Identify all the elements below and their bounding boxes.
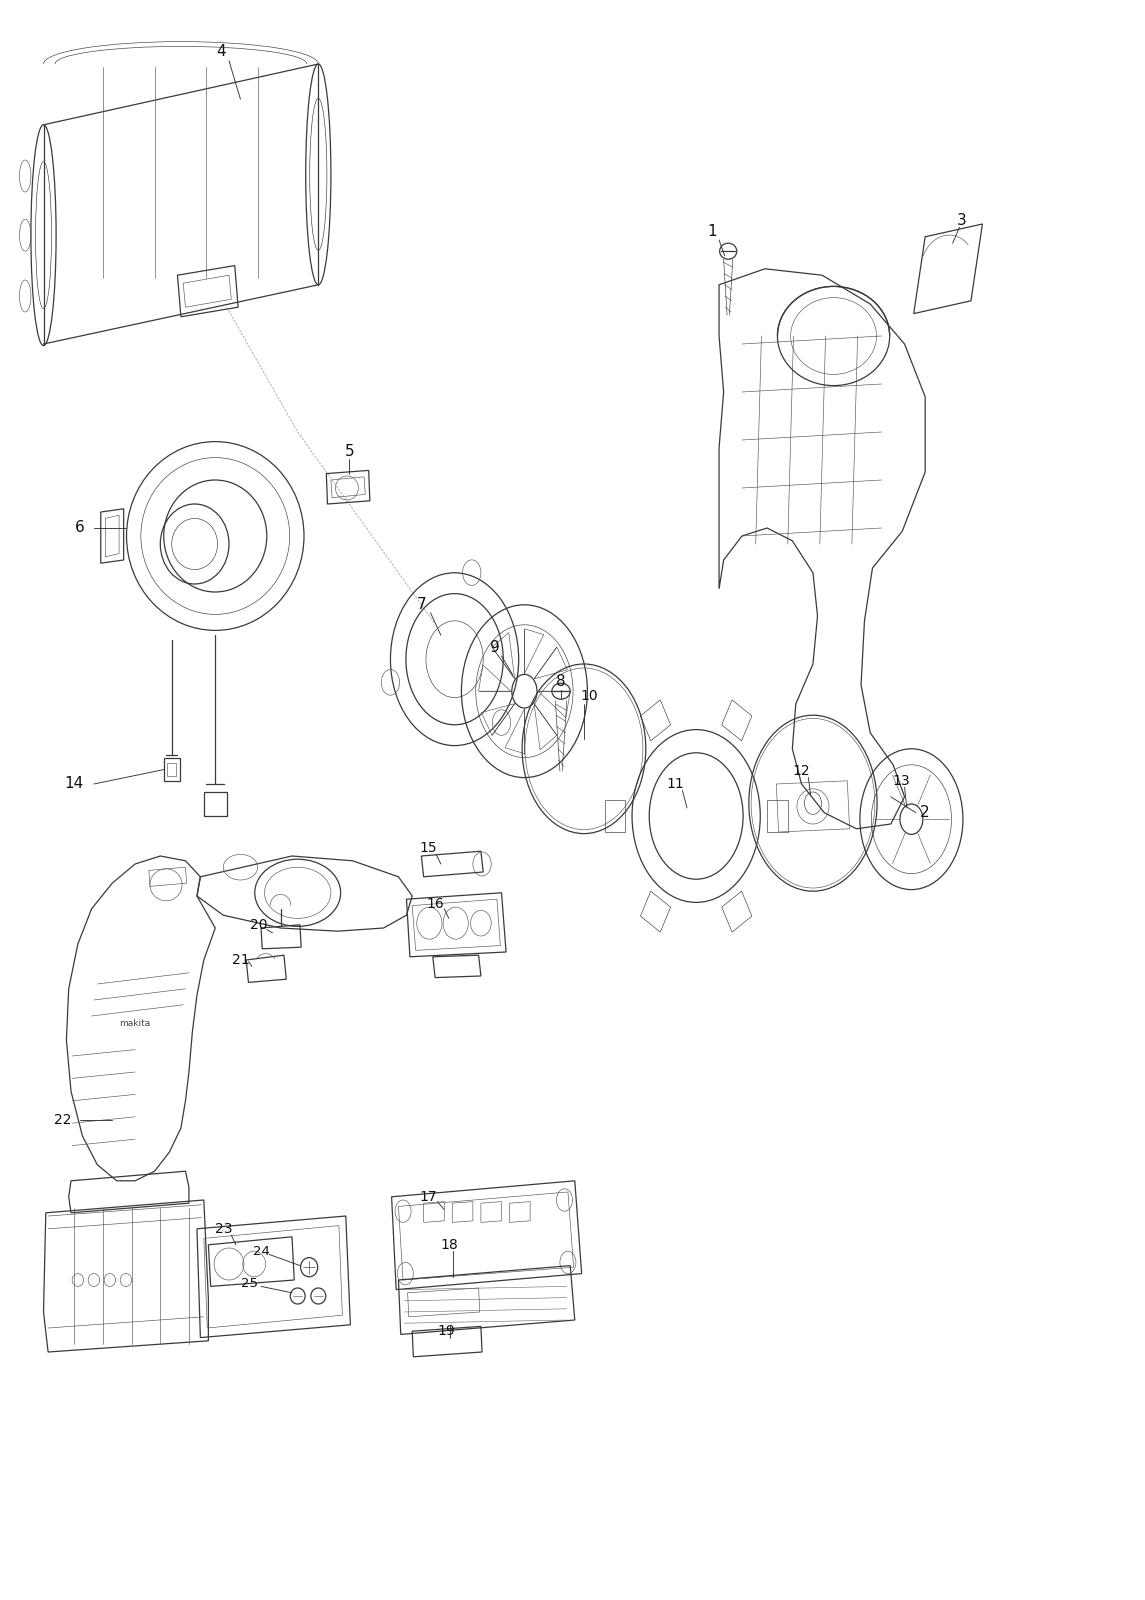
Text: 6: 6 (76, 520, 85, 536)
Text: 10: 10 (581, 690, 599, 702)
Text: 7: 7 (417, 597, 426, 613)
Text: 8: 8 (556, 674, 566, 690)
Text: 19: 19 (437, 1325, 456, 1338)
Text: 16: 16 (426, 898, 444, 910)
Text: 12: 12 (792, 765, 811, 778)
Text: 5: 5 (345, 443, 354, 459)
Text: 4: 4 (216, 43, 226, 59)
Text: 13: 13 (892, 774, 910, 787)
Text: 9: 9 (490, 640, 499, 656)
Text: 23: 23 (214, 1222, 232, 1235)
Text: 3: 3 (957, 213, 966, 229)
Text: makita: makita (119, 1019, 151, 1029)
Text: 2: 2 (921, 805, 930, 821)
Text: 1: 1 (708, 224, 717, 240)
Text: 14: 14 (65, 776, 84, 792)
Text: 24: 24 (253, 1245, 269, 1258)
Text: 18: 18 (440, 1238, 458, 1251)
Text: 17: 17 (419, 1190, 437, 1203)
Text: 11: 11 (666, 778, 685, 790)
Text: 22: 22 (54, 1114, 72, 1126)
Text: 15: 15 (419, 842, 437, 854)
Text: 25: 25 (242, 1277, 258, 1290)
Text: 20: 20 (250, 918, 268, 931)
Text: 21: 21 (231, 954, 250, 966)
